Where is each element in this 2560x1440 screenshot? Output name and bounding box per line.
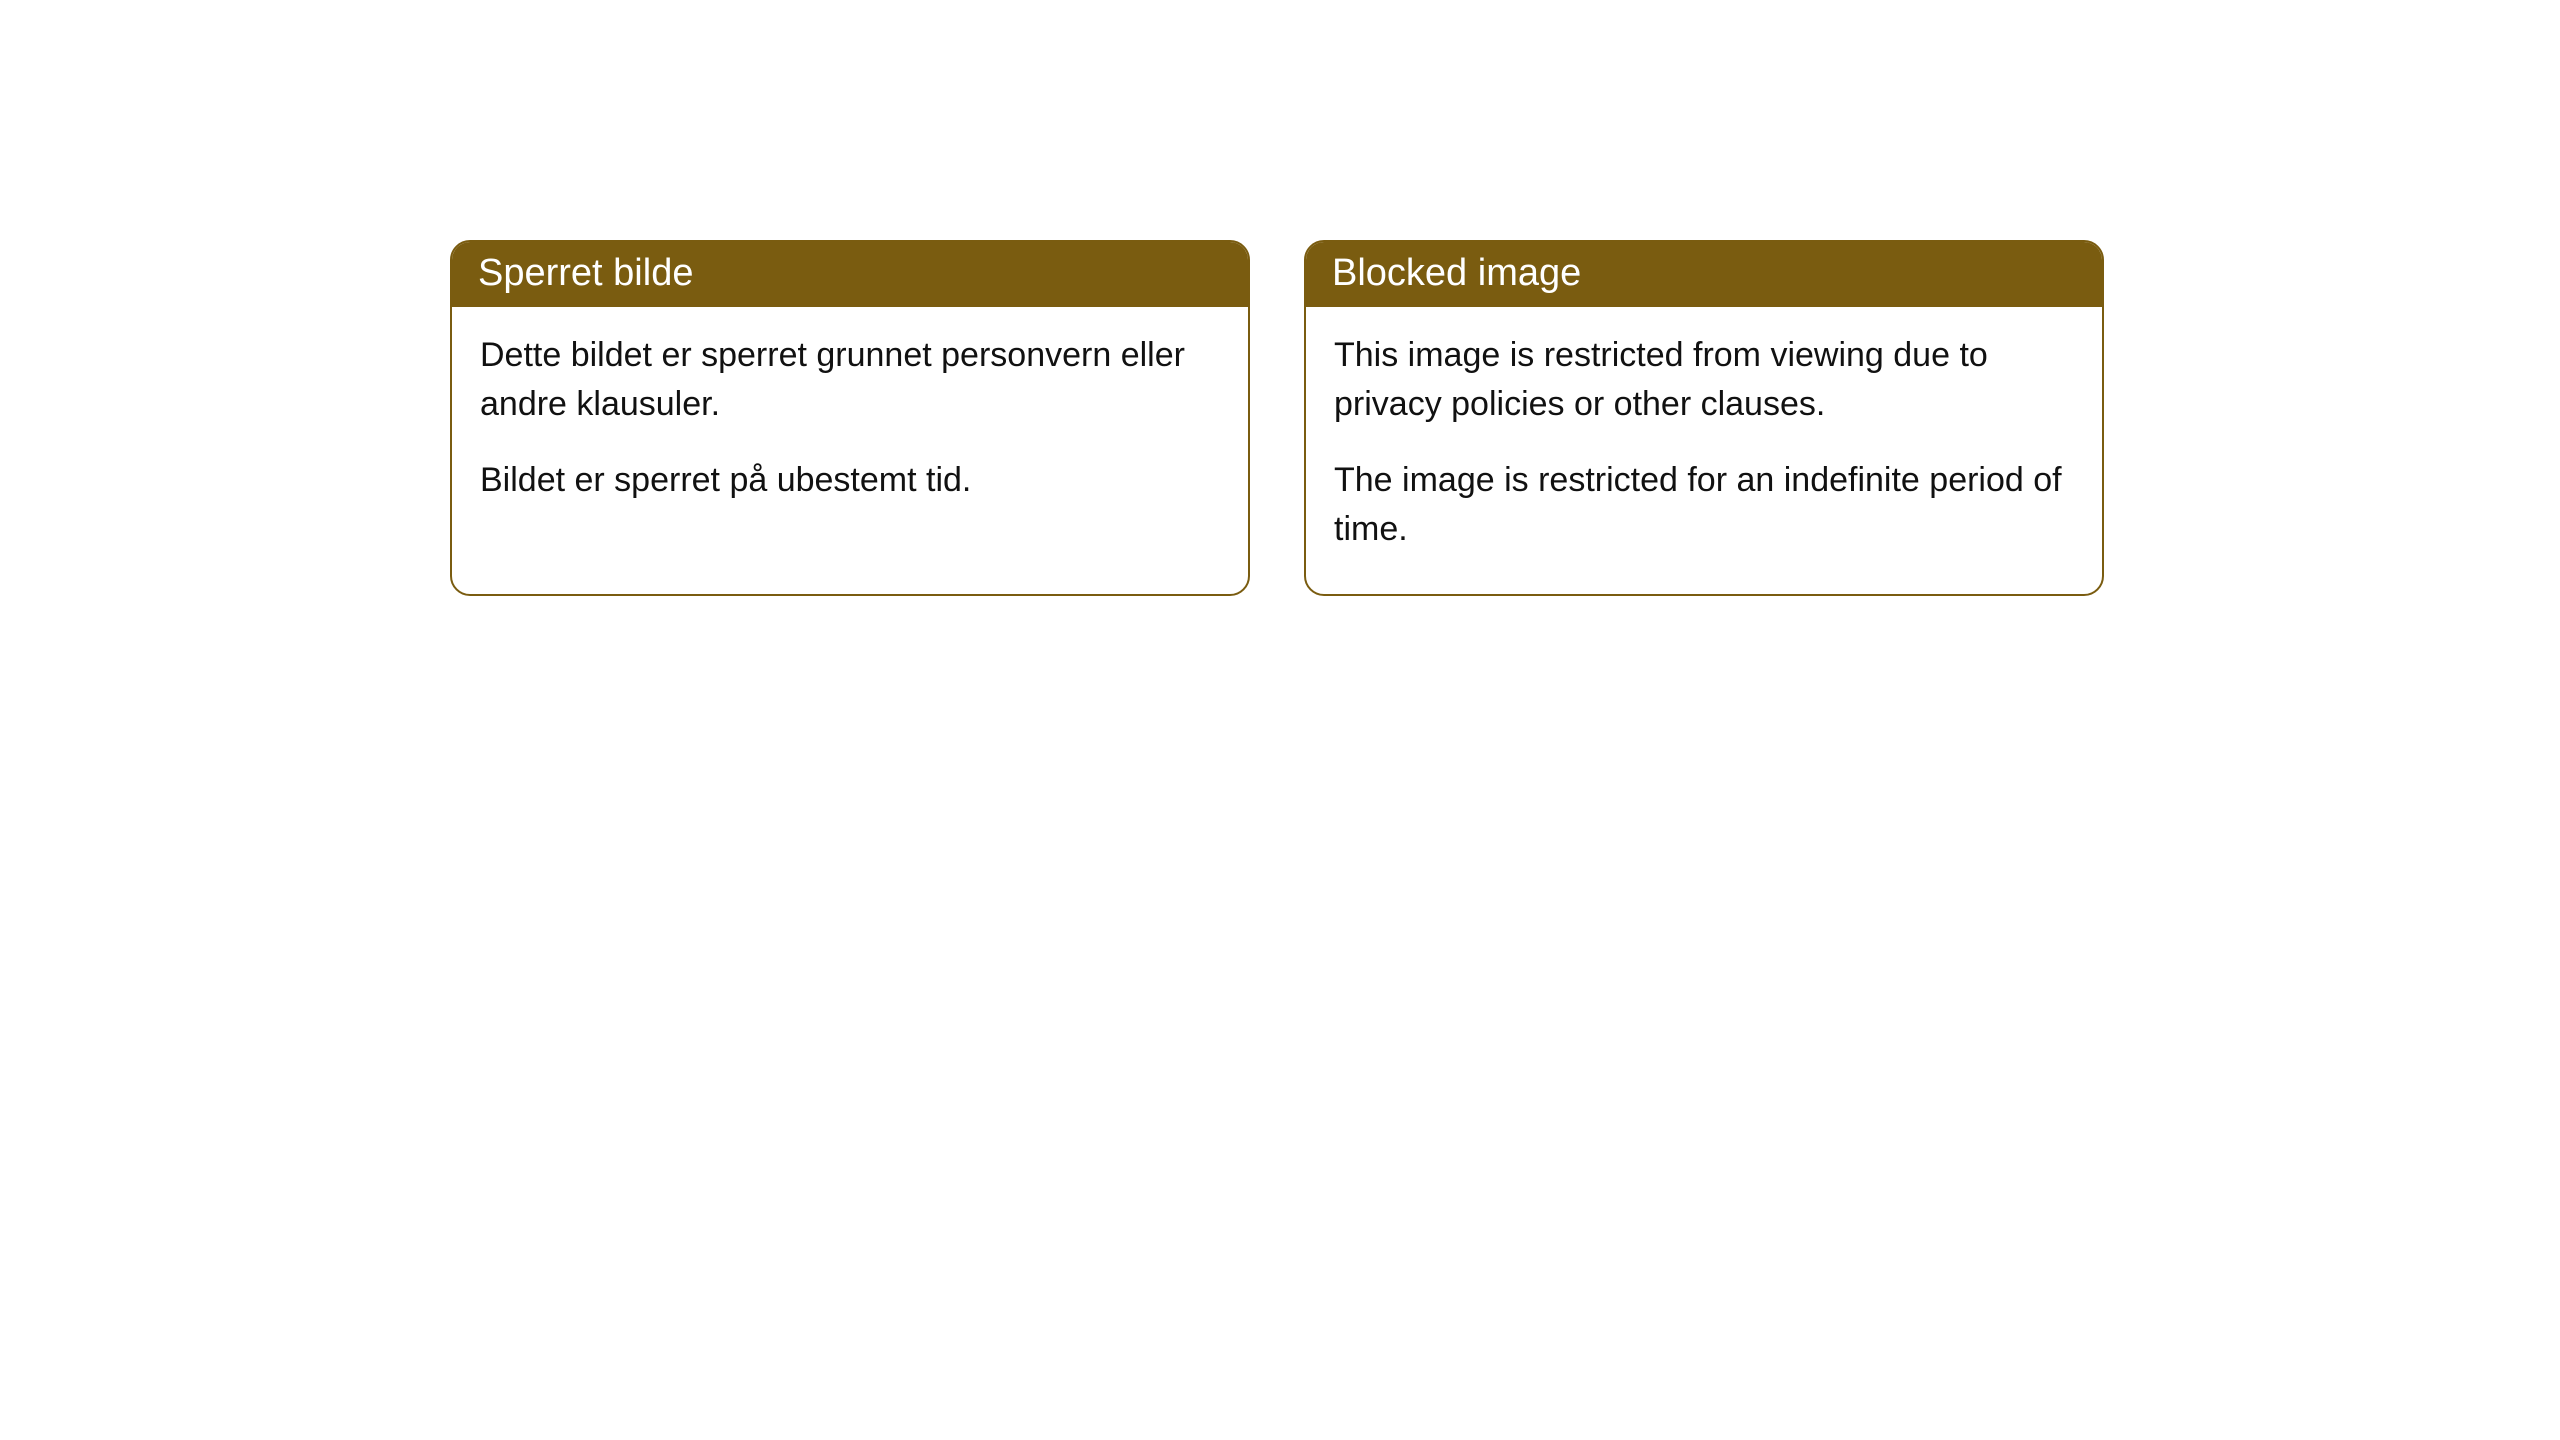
- notice-card-english: Blocked image This image is restricted f…: [1304, 240, 2104, 596]
- notice-cards-container: Sperret bilde Dette bildet er sperret gr…: [450, 240, 2104, 596]
- card-body-english: This image is restricted from viewing du…: [1306, 307, 2102, 594]
- notice-card-norwegian: Sperret bilde Dette bildet er sperret gr…: [450, 240, 1250, 596]
- card-paragraph: The image is restricted for an indefinit…: [1334, 456, 2074, 555]
- card-body-norwegian: Dette bildet er sperret grunnet personve…: [452, 307, 1248, 545]
- card-header-english: Blocked image: [1306, 242, 2102, 307]
- card-paragraph: Dette bildet er sperret grunnet personve…: [480, 331, 1220, 430]
- card-header-norwegian: Sperret bilde: [452, 242, 1248, 307]
- card-paragraph: This image is restricted from viewing du…: [1334, 331, 2074, 430]
- card-paragraph: Bildet er sperret på ubestemt tid.: [480, 456, 1220, 505]
